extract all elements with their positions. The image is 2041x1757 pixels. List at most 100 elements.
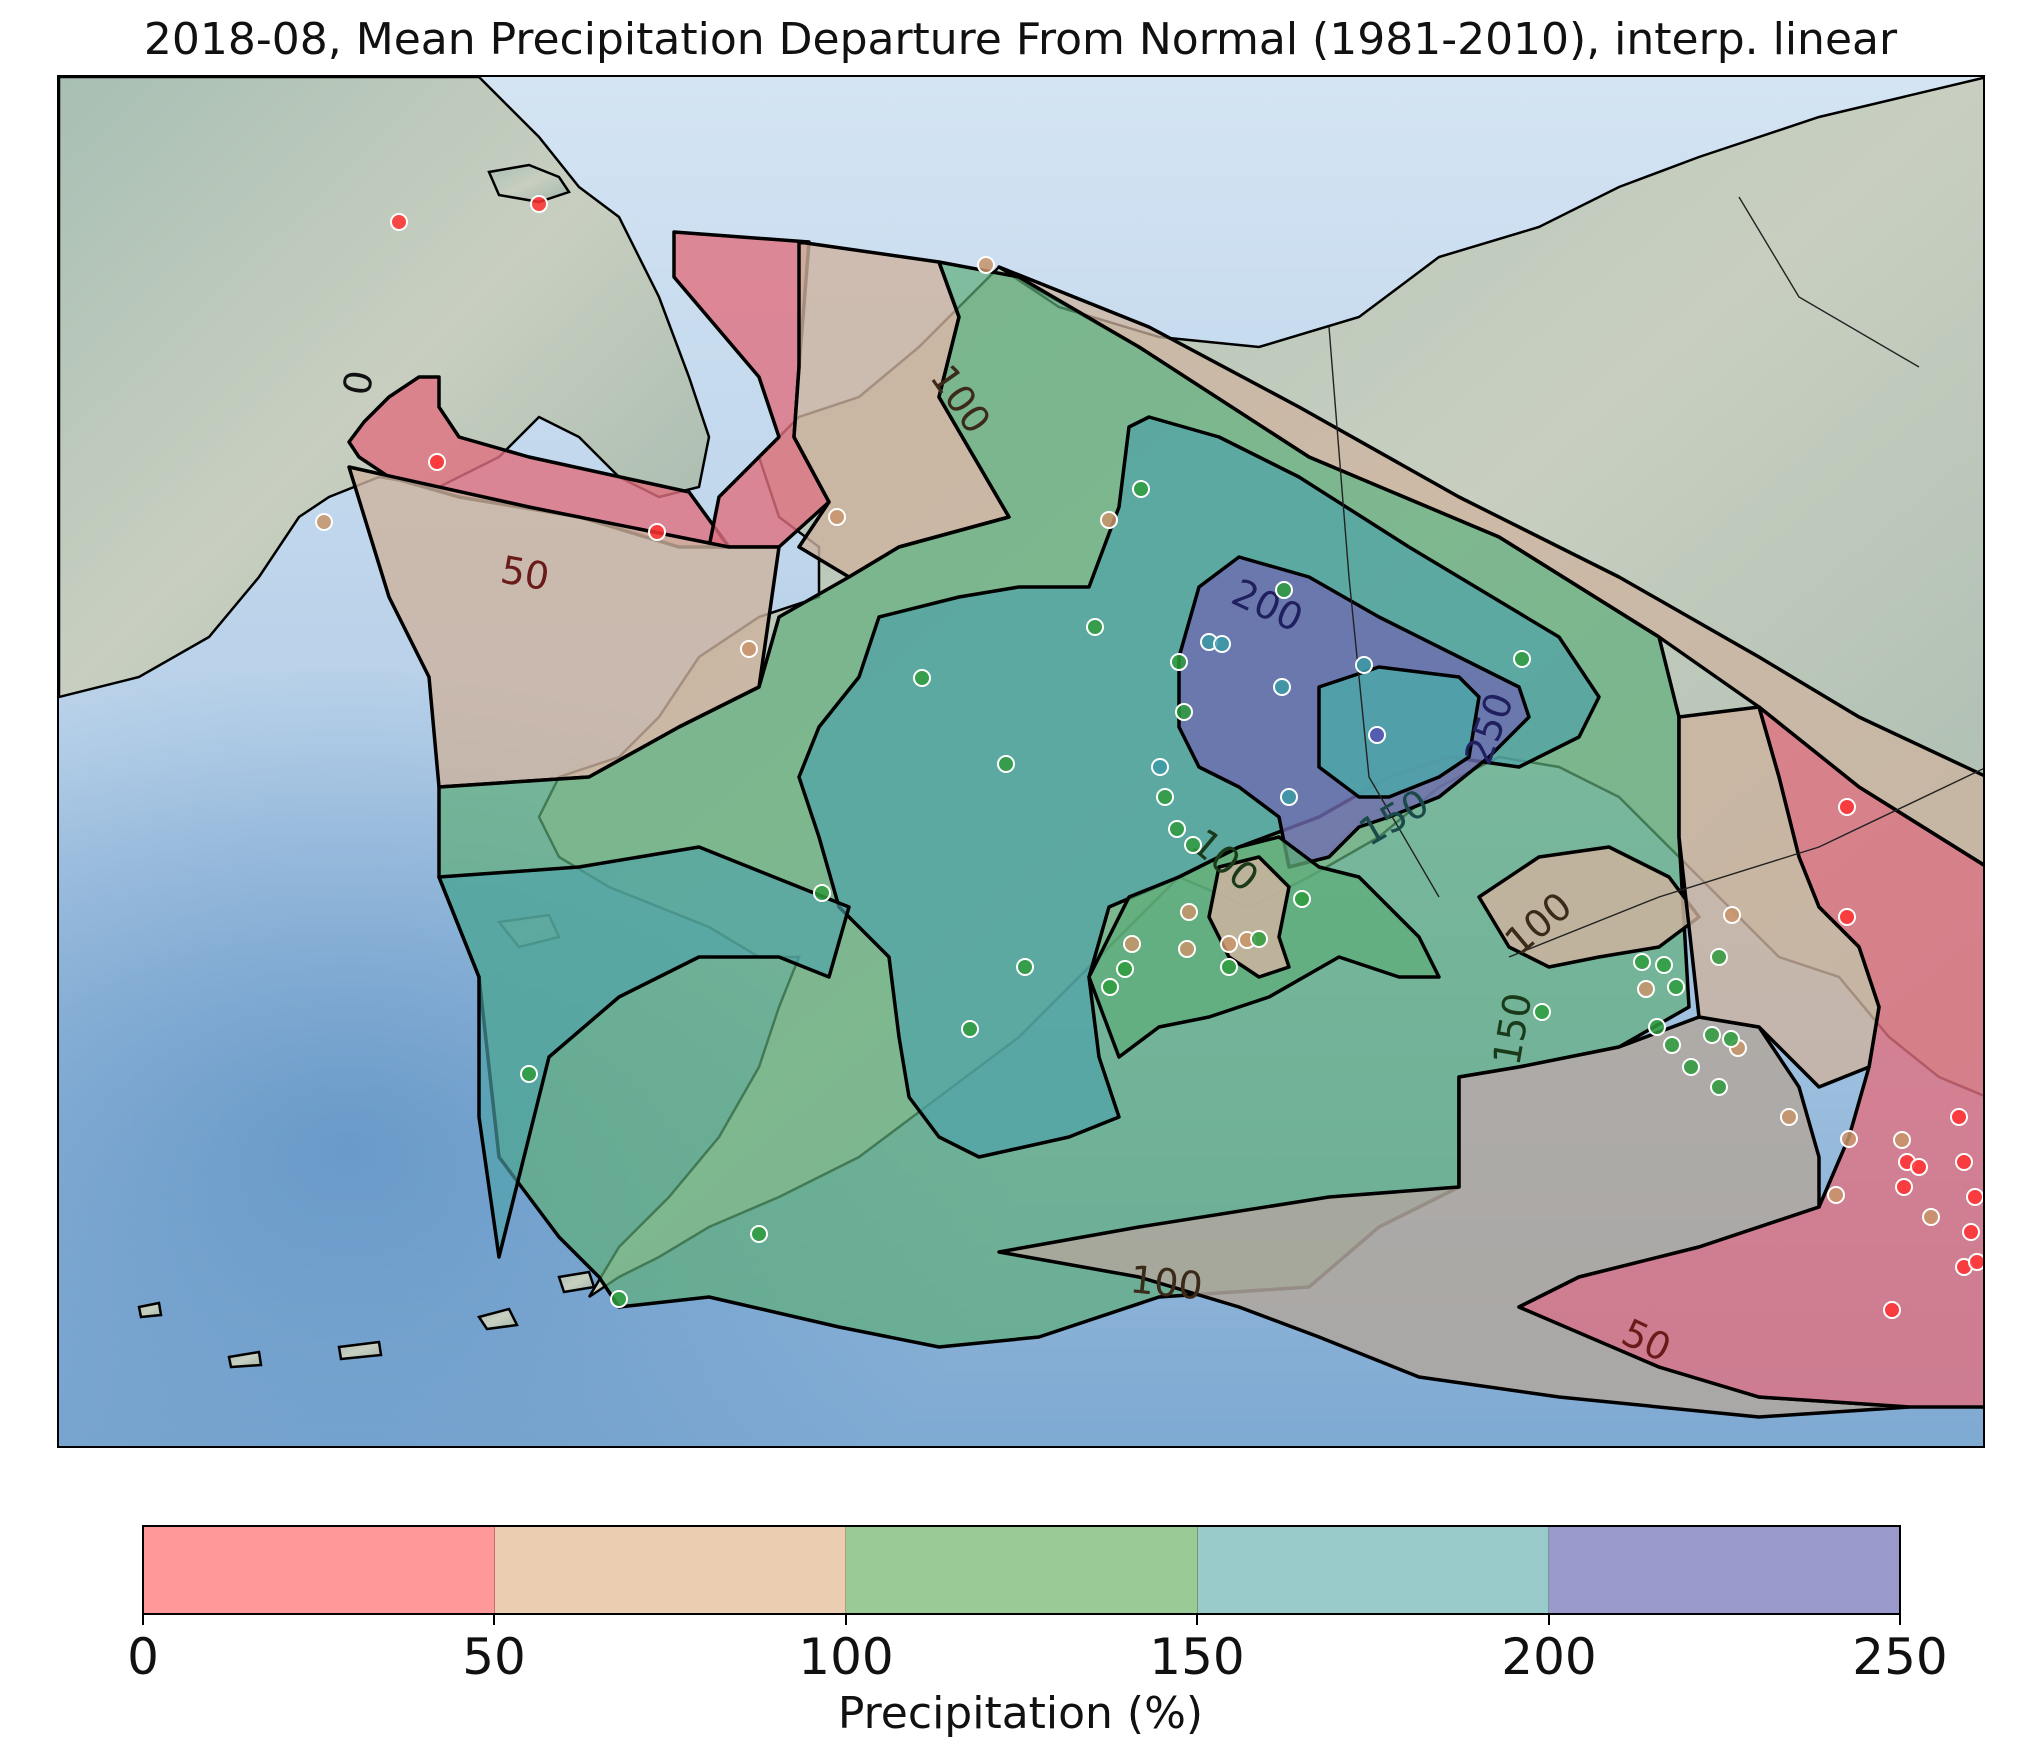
station-marker[interactable] (828, 508, 846, 526)
map-title: 2018-08, Mean Precipitation Departure Fr… (143, 14, 1898, 65)
precip-contours (347, 230, 1983, 1419)
colorbar-bin-150-200 (1197, 1527, 1549, 1613)
station-marker[interactable] (1648, 1018, 1666, 1036)
station-marker[interactable] (1895, 1178, 1913, 1196)
station-marker[interactable] (740, 640, 758, 658)
colorbar-tick-label: 200 (1501, 1628, 1597, 1686)
colorbar-tick-mark (142, 1615, 144, 1625)
station-marker[interactable] (1663, 1036, 1681, 1054)
colorbar-bin-100-150 (846, 1527, 1198, 1613)
map-panel[interactable]: 0 50 100 200 250 150 100 100 150 100 50 (57, 75, 1985, 1448)
station-marker[interactable] (1184, 836, 1202, 854)
colorbar-tick-label: 0 (127, 1628, 159, 1686)
colorbar-label: Precipitation (%) (837, 1688, 1204, 1739)
colorbar-tick-mark (1899, 1615, 1901, 1625)
station-marker[interactable] (428, 453, 446, 471)
station-marker[interactable] (913, 669, 931, 687)
colorbar-tick-mark (845, 1615, 847, 1625)
colorbar-bin-200-250 (1548, 1527, 1900, 1613)
station-marker[interactable] (1213, 635, 1231, 653)
station-marker[interactable] (813, 884, 831, 902)
station-marker[interactable] (1637, 980, 1655, 998)
land-aleutian-1 (557, 1270, 596, 1294)
precipitation-map[interactable]: 0 50 100 200 250 150 100 100 150 100 50 (59, 77, 1985, 1448)
station-marker[interactable] (1838, 798, 1856, 816)
station-marker[interactable] (1273, 678, 1291, 696)
station-marker[interactable] (1220, 958, 1238, 976)
station-marker[interactable] (520, 1065, 538, 1083)
land-aleutian-4 (227, 1350, 263, 1369)
station-marker[interactable] (1682, 1058, 1700, 1076)
station-marker[interactable] (1086, 618, 1104, 636)
station-marker[interactable] (1220, 935, 1238, 953)
station-marker[interactable] (1513, 650, 1531, 668)
station-marker[interactable] (315, 513, 333, 531)
station-marker[interactable] (1180, 903, 1198, 921)
station-marker[interactable] (1722, 1030, 1740, 1048)
station-marker[interactable] (1132, 480, 1150, 498)
station-marker[interactable] (1156, 788, 1174, 806)
station-marker[interactable] (1275, 581, 1293, 599)
colorbar-tick-label: 100 (798, 1628, 894, 1686)
land-russia (59, 77, 711, 699)
boundary-bc (1508, 768, 1983, 958)
station-marker[interactable] (1151, 758, 1169, 776)
station-marker[interactable] (1703, 1026, 1721, 1044)
colorbar (142, 1525, 1901, 1615)
station-marker[interactable] (1883, 1301, 1901, 1319)
station-marker[interactable] (390, 213, 408, 231)
station-marker[interactable] (1710, 1078, 1728, 1096)
colorbar-bin-50-100 (495, 1527, 847, 1613)
station-marker[interactable] (1893, 1131, 1911, 1149)
land-aleutian-5 (137, 1301, 163, 1319)
station-marker[interactable] (997, 755, 1015, 773)
station-marker[interactable] (1116, 960, 1134, 978)
colorbar-bin-0-50 (144, 1527, 496, 1613)
land-aleutian-3 (337, 1340, 383, 1361)
station-marker[interactable] (1838, 908, 1856, 926)
station-marker[interactable] (1840, 1130, 1858, 1148)
station-marker[interactable] (1533, 1003, 1551, 1021)
station-marker[interactable] (1922, 1208, 1940, 1226)
station-marker[interactable] (1723, 906, 1741, 924)
station-marker[interactable] (1910, 1158, 1928, 1176)
station-marker[interactable] (750, 1225, 768, 1243)
station-marker[interactable] (1950, 1108, 1968, 1126)
station-marker[interactable] (1966, 1188, 1983, 1206)
station-marker[interactable] (1016, 958, 1034, 976)
station-marker[interactable] (1101, 978, 1119, 996)
stations[interactable] (315, 195, 1985, 1319)
station-marker[interactable] (1368, 726, 1386, 744)
fill-tan-east-column (1677, 705, 1881, 1089)
station-marker[interactable] (1355, 656, 1373, 674)
boundary-yukon-nwt (1738, 196, 1920, 368)
station-marker[interactable] (648, 523, 666, 541)
station-marker[interactable] (1962, 1223, 1980, 1241)
station-marker[interactable] (1175, 703, 1193, 721)
station-marker[interactable] (1633, 953, 1651, 971)
station-marker[interactable] (1170, 653, 1188, 671)
station-marker[interactable] (1955, 1153, 1973, 1171)
station-marker[interactable] (1168, 820, 1186, 838)
station-marker[interactable] (961, 1020, 979, 1038)
boundary-alaska-canada (1328, 326, 1440, 898)
station-marker[interactable] (1655, 956, 1673, 974)
station-marker[interactable] (610, 1290, 628, 1308)
station-marker[interactable] (1123, 935, 1141, 953)
station-marker[interactable] (977, 256, 995, 274)
station-marker[interactable] (1968, 1253, 1985, 1271)
station-marker[interactable] (1667, 978, 1685, 996)
station-marker[interactable] (1780, 1108, 1798, 1126)
station-marker[interactable] (1280, 788, 1298, 806)
station-marker[interactable] (1250, 930, 1268, 948)
station-marker[interactable] (1293, 890, 1311, 908)
station-marker[interactable] (1100, 511, 1118, 529)
colorbar-tick-mark (493, 1615, 495, 1625)
station-marker[interactable] (1178, 940, 1196, 958)
station-marker[interactable] (1710, 948, 1728, 966)
station-marker[interactable] (530, 195, 548, 213)
station-marker[interactable] (1827, 1186, 1845, 1204)
political-boundaries (1328, 196, 1983, 958)
colorbar-tick-label: 250 (1852, 1628, 1948, 1686)
fill-teal-sw-arm (437, 845, 851, 1259)
